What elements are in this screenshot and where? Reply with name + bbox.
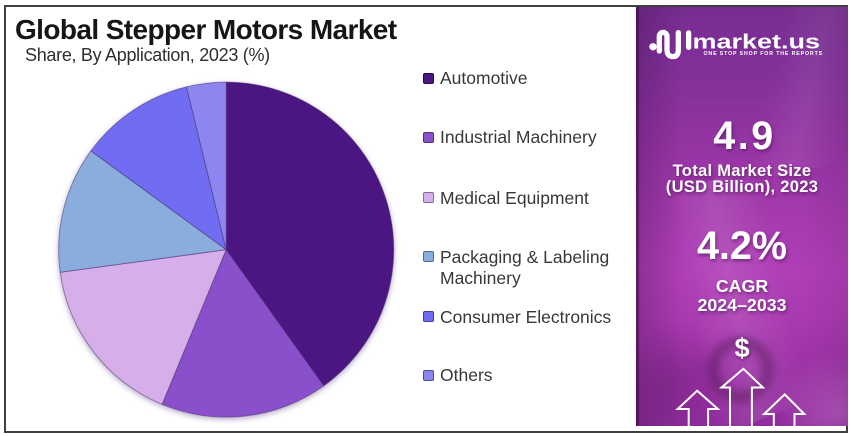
svg-text:ONE STOP SHOP FOR THE REPORTS: ONE STOP SHOP FOR THE REPORTS [704, 51, 824, 57]
svg-text:market.us: market.us [693, 31, 821, 54]
